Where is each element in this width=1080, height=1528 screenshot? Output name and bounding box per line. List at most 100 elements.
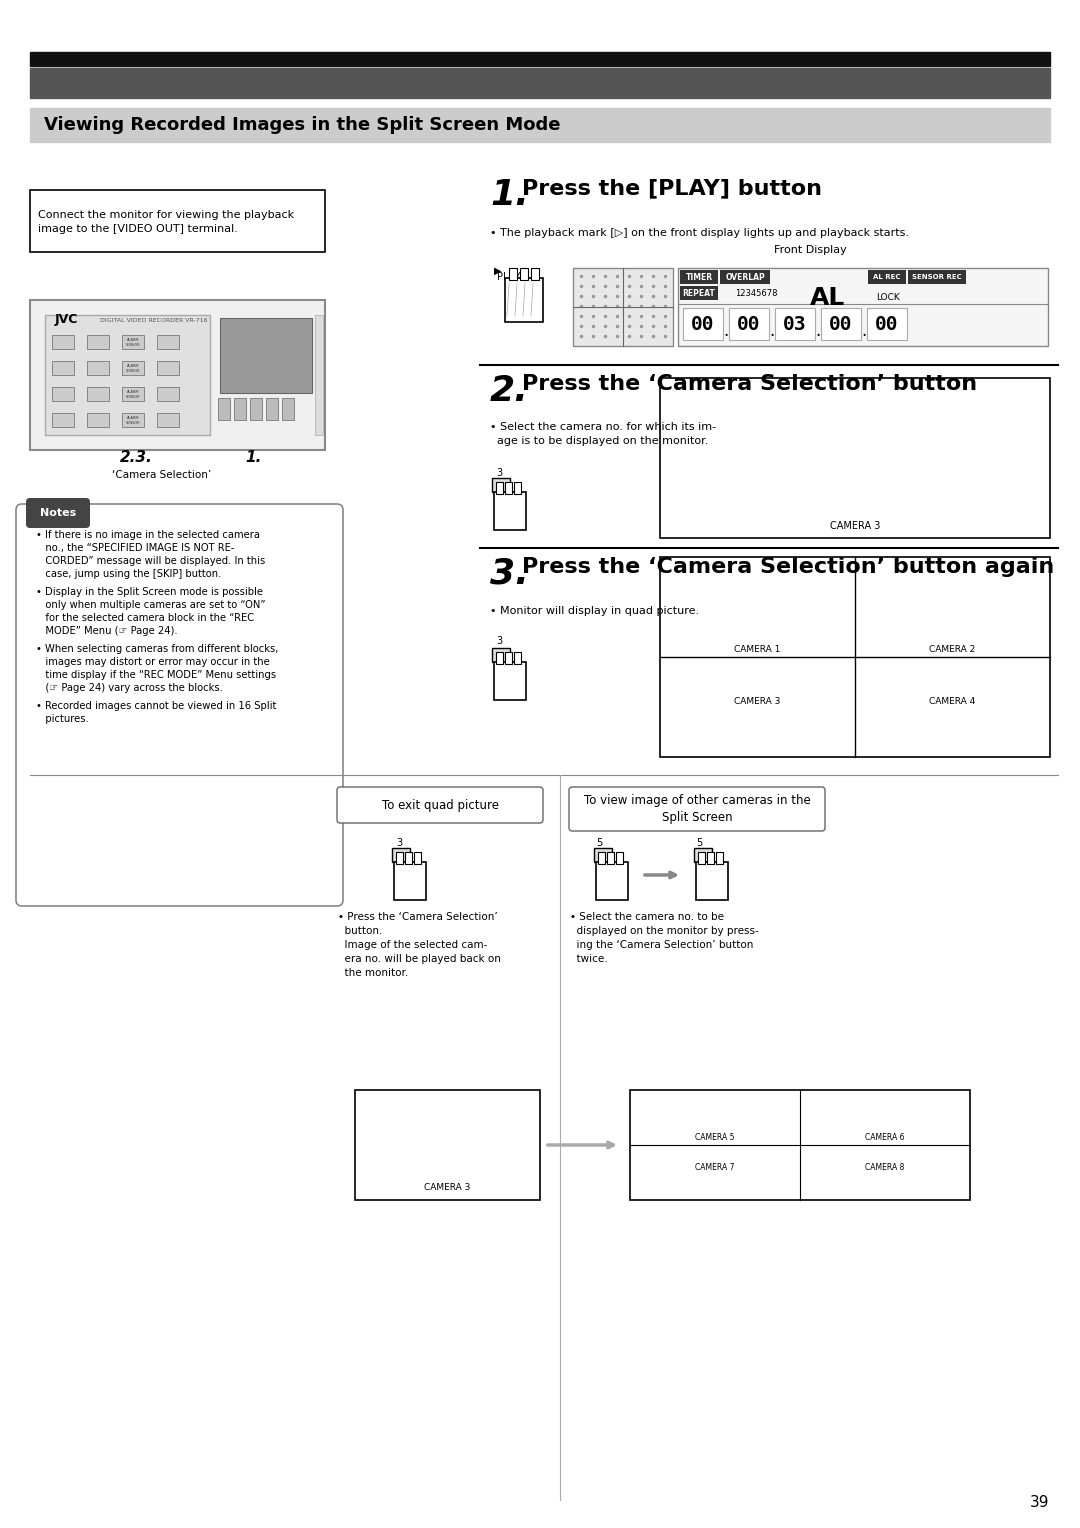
Bar <box>505 652 512 665</box>
Bar <box>519 267 528 280</box>
Bar <box>496 481 503 494</box>
Text: time display if the “REC MODE” Menu settings: time display if the “REC MODE” Menu sett… <box>36 669 276 680</box>
Text: only when multiple cameras are set to “ON”: only when multiple cameras are set to “O… <box>36 601 266 610</box>
Text: ALARM
SENSOR: ALARM SENSOR <box>125 338 140 347</box>
Text: 2.3.: 2.3. <box>120 451 152 465</box>
Text: JVC: JVC <box>55 313 79 325</box>
Text: • Press the ‘Camera Selection’
  button.
  Image of the selected cam-
  era no. : • Press the ‘Camera Selection’ button. I… <box>338 912 501 978</box>
Text: • Monitor will display in quad picture.: • Monitor will display in quad picture. <box>490 607 699 616</box>
Bar <box>30 189 325 252</box>
Text: 3: 3 <box>496 468 502 478</box>
Text: CORDED” message will be displayed. In this: CORDED” message will be displayed. In th… <box>36 556 266 565</box>
Text: • If there is no image in the selected camera: • If there is no image in the selected c… <box>36 530 260 539</box>
Text: Notes: Notes <box>40 507 76 518</box>
Text: 5: 5 <box>596 837 603 848</box>
Bar <box>234 397 246 420</box>
Text: CAMERA 5: CAMERA 5 <box>696 1132 734 1141</box>
Bar <box>122 361 144 374</box>
Bar <box>496 652 503 665</box>
Text: AL: AL <box>810 286 846 310</box>
Text: 39: 39 <box>1030 1494 1050 1510</box>
Bar <box>514 481 521 494</box>
Bar <box>514 652 521 665</box>
Text: CAMERA 7: CAMERA 7 <box>696 1163 734 1172</box>
Text: age is to be displayed on the monitor.: age is to be displayed on the monitor. <box>490 435 708 446</box>
Bar <box>531 267 539 280</box>
Bar <box>52 335 75 348</box>
Bar <box>122 335 144 348</box>
Text: ·: · <box>815 327 821 345</box>
Bar <box>30 52 1050 66</box>
Bar <box>52 361 75 374</box>
Text: • The playback mark [▷] on the front display lights up and playback starts.: • The playback mark [▷] on the front dis… <box>490 228 909 238</box>
Text: SENSOR REC: SENSOR REC <box>913 274 962 280</box>
Bar <box>630 1089 970 1199</box>
Bar <box>87 413 109 426</box>
Bar <box>355 1089 540 1199</box>
Bar <box>45 315 210 435</box>
Bar <box>494 492 526 530</box>
Text: 1.: 1. <box>245 451 261 465</box>
Text: 5: 5 <box>696 837 702 848</box>
Text: Press the ‘Camera Selection’ button again: Press the ‘Camera Selection’ button agai… <box>522 558 1054 578</box>
Bar <box>218 397 230 420</box>
Text: OVERLAP: OVERLAP <box>725 272 765 281</box>
Text: case, jump using the [SKIP] button.: case, jump using the [SKIP] button. <box>36 568 221 579</box>
Text: TIMER: TIMER <box>686 272 713 281</box>
Text: 00: 00 <box>829 315 853 333</box>
Bar <box>720 270 770 284</box>
Text: To view image of other cameras in the
Split Screen: To view image of other cameras in the Sp… <box>583 795 810 824</box>
Text: 00: 00 <box>691 315 715 333</box>
Bar <box>30 299 325 451</box>
Bar <box>509 267 517 280</box>
Bar <box>87 361 109 374</box>
Bar <box>505 481 512 494</box>
Text: no., the “SPECIFIED IMAGE IS NOT RE-: no., the “SPECIFIED IMAGE IS NOT RE- <box>36 542 234 553</box>
Text: • When selecting cameras from different blocks,: • When selecting cameras from different … <box>36 643 279 654</box>
Bar <box>607 853 615 863</box>
Bar <box>157 413 179 426</box>
Text: for the selected camera block in the “REC: for the selected camera block in the “RE… <box>36 613 254 623</box>
Bar <box>492 478 510 492</box>
Text: 1.: 1. <box>490 177 529 212</box>
Bar <box>405 853 411 863</box>
Text: (☞ Page 24) vary across the blocks.: (☞ Page 24) vary across the blocks. <box>36 683 222 694</box>
Bar <box>707 853 714 863</box>
Bar <box>157 361 179 374</box>
Bar <box>396 853 403 863</box>
Text: ALARM
SENSOR: ALARM SENSOR <box>125 364 140 373</box>
Bar <box>392 848 410 862</box>
Text: Front Display: Front Display <box>773 244 847 255</box>
Bar <box>573 267 673 345</box>
Bar <box>249 397 262 420</box>
Bar <box>616 853 623 863</box>
Text: Press the [PLAY] button: Press the [PLAY] button <box>522 177 822 199</box>
Bar <box>696 862 728 900</box>
Text: 00: 00 <box>738 315 760 333</box>
Text: pictures.: pictures. <box>36 714 89 724</box>
Text: CAMERA 8: CAMERA 8 <box>865 1163 905 1172</box>
Text: CAMERA 4: CAMERA 4 <box>929 697 975 706</box>
Text: • Select the camera no. to be
  displayed on the monitor by press-
  ing the ‘Ca: • Select the camera no. to be displayed … <box>570 912 759 964</box>
Text: ALARM
SENSOR: ALARM SENSOR <box>125 416 140 425</box>
Text: AL REC: AL REC <box>874 274 901 280</box>
Bar <box>698 853 705 863</box>
Text: 3: 3 <box>396 837 402 848</box>
Text: ·: · <box>724 327 729 345</box>
Bar <box>680 270 718 284</box>
Bar <box>157 335 179 348</box>
Bar <box>908 270 966 284</box>
Text: DIGITAL VIDEO RECORDER VR-716: DIGITAL VIDEO RECORDER VR-716 <box>100 318 207 322</box>
Text: 12345678: 12345678 <box>734 289 778 298</box>
Bar <box>52 387 75 400</box>
Text: 3: 3 <box>496 636 502 646</box>
Bar <box>220 318 312 393</box>
Bar <box>680 286 718 299</box>
Bar <box>282 397 294 420</box>
Text: CAMERA 1: CAMERA 1 <box>733 645 780 654</box>
Bar <box>122 387 144 400</box>
Bar <box>694 848 712 862</box>
Bar <box>683 309 723 341</box>
Bar <box>594 848 612 862</box>
Text: ·: · <box>862 327 866 345</box>
